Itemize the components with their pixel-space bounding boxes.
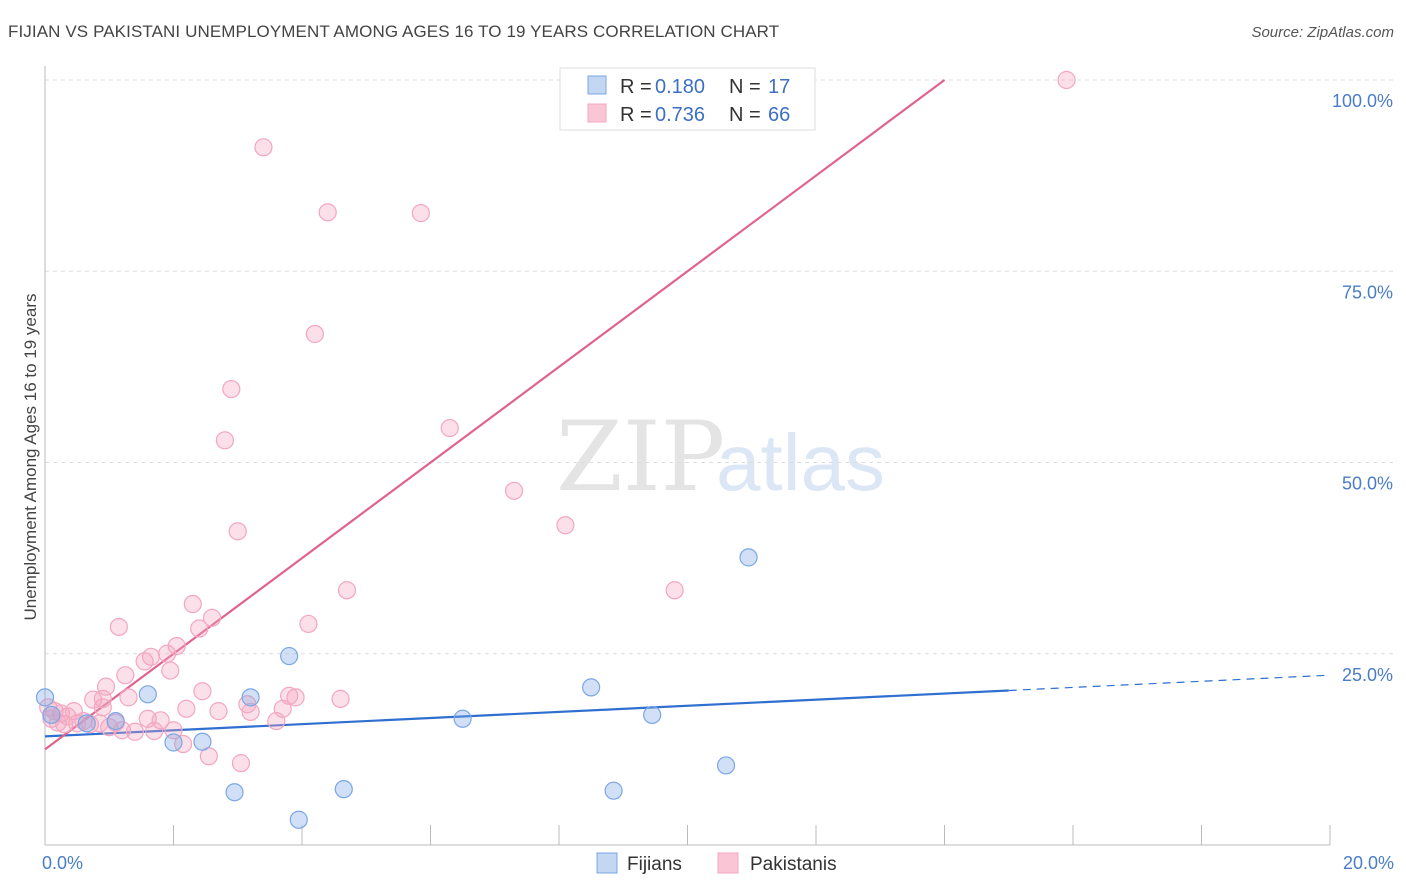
point-pakistanis-49 xyxy=(280,686,299,705)
point-pakistanis-45 xyxy=(241,702,260,721)
legend-r-label-fijians: R = xyxy=(620,76,652,98)
point-fijians-8 xyxy=(241,688,260,707)
point-fijians-9 xyxy=(280,646,299,666)
point-pakistanis-62 xyxy=(665,581,684,600)
gridlines: 25.0% 50.0% 75.0% 100.0% xyxy=(45,79,1395,685)
point-pakistanis-56 xyxy=(411,204,430,223)
y-tick-label-25: 25.0% xyxy=(1342,665,1393,685)
trendline-fijians xyxy=(44,689,1009,738)
legend-bottom: Fijians Pakistanis xyxy=(596,852,837,875)
legend-n-value-fijians: 17 xyxy=(768,76,790,98)
legend-top: R = 0.180 N = 17 R = 0.736 N = 66 xyxy=(559,67,816,131)
chart-title: FIJIAN VS PAKISTANI UNEMPLOYMENT AMONG A… xyxy=(8,22,780,41)
point-pakistanis-21 xyxy=(119,688,138,707)
point-fijians-1 xyxy=(42,705,61,725)
legend-r-value-pakistanis: 0.736 xyxy=(655,104,705,126)
point-pakistanis-36 xyxy=(193,682,212,701)
x-tick-label-max: 20.0% xyxy=(1343,853,1394,873)
legend-swatch-fijians xyxy=(587,75,607,95)
bottom-legend-label-pakistanis: Pakistanis xyxy=(750,854,837,875)
point-pakistanis-20 xyxy=(116,666,135,685)
point-pakistanis-52 xyxy=(305,324,324,344)
point-fijians-15 xyxy=(643,705,662,725)
y-axis-title: Unemployment Among Ages 16 to 19 years xyxy=(21,294,40,621)
trendline-extension-fijians xyxy=(1008,674,1331,692)
point-pakistanis-39 xyxy=(209,702,228,721)
point-pakistanis-33 xyxy=(177,699,196,718)
point-pakistanis-35 xyxy=(190,619,209,638)
point-pakistanis-18 xyxy=(109,617,128,637)
point-pakistanis-54 xyxy=(331,689,350,708)
point-fijians-13 xyxy=(582,678,601,697)
legend-n-label-fijians: N = xyxy=(729,76,761,98)
point-pakistanis-40 xyxy=(215,431,234,450)
y-tick-label-100: 100.0% xyxy=(1332,91,1393,111)
point-pakistanis-34 xyxy=(183,594,202,614)
source-credit: Source: ZipAtlas.com xyxy=(1251,24,1394,41)
point-pakistanis-41 xyxy=(222,379,241,399)
bottom-legend-label-fijians: Fijians xyxy=(627,854,682,875)
bottom-legend-swatch-fijians xyxy=(596,852,618,874)
point-fijians-2 xyxy=(77,714,96,733)
point-fijians-16 xyxy=(716,756,736,775)
point-pakistanis-42 xyxy=(228,522,247,541)
point-pakistanis-31 xyxy=(167,636,186,656)
watermark: ZIP atlas xyxy=(556,401,885,513)
legend-n-label-pakistanis: N = xyxy=(729,104,761,126)
point-pakistanis-25 xyxy=(141,647,161,666)
point-fijians-17 xyxy=(739,548,758,567)
point-fijians-6 xyxy=(193,732,212,751)
legend-n-value-pakistanis: 66 xyxy=(768,104,790,126)
watermark-zip: ZIP xyxy=(556,401,725,513)
legend-r-value-fijians: 0.180 xyxy=(655,76,705,98)
point-pakistanis-23 xyxy=(135,652,154,671)
point-fijians-3 xyxy=(106,711,125,731)
legend-r-label-pakistanis: R = xyxy=(620,104,652,126)
point-pakistanis-55 xyxy=(337,581,357,600)
trendline-pakistanis xyxy=(44,79,946,751)
point-pakistanis-38 xyxy=(202,608,222,627)
point-fijians-4 xyxy=(138,685,157,704)
point-pakistanis-11 xyxy=(84,690,103,709)
point-fijians-5 xyxy=(164,733,183,752)
point-pakistanis-22 xyxy=(125,722,145,741)
point-pakistanis-46 xyxy=(254,138,273,157)
y-tick-label-50: 50.0% xyxy=(1342,474,1393,494)
point-pakistanis-63 xyxy=(1057,70,1076,90)
trend-lines xyxy=(44,79,1331,751)
point-pakistanis-58 xyxy=(504,481,524,500)
bottom-legend-swatch-pakistanis xyxy=(717,852,739,874)
point-pakistanis-51 xyxy=(299,614,318,634)
point-pakistanis-59 xyxy=(556,516,575,535)
point-pakistanis-29 xyxy=(161,661,180,680)
y-tick-label-75: 75.0% xyxy=(1342,282,1393,302)
data-points xyxy=(35,70,1076,829)
point-fijians-10 xyxy=(289,810,308,829)
point-pakistanis-57 xyxy=(440,418,459,438)
point-pakistanis-15 xyxy=(96,677,116,696)
point-pakistanis-27 xyxy=(151,711,170,730)
point-fijians-0 xyxy=(35,688,55,707)
point-pakistanis-53 xyxy=(318,203,337,222)
point-pakistanis-50 xyxy=(286,688,305,707)
x-tick-label-min: 0.0% xyxy=(42,853,83,873)
legend-swatch-pakistanis xyxy=(587,103,607,123)
point-fijians-12 xyxy=(453,709,472,728)
point-pakistanis-26 xyxy=(145,721,164,741)
point-fijians-7 xyxy=(225,783,244,802)
point-fijians-11 xyxy=(334,780,353,799)
point-fijians-14 xyxy=(604,781,623,800)
point-pakistanis-43 xyxy=(231,754,251,773)
point-pakistanis-14 xyxy=(93,698,112,717)
